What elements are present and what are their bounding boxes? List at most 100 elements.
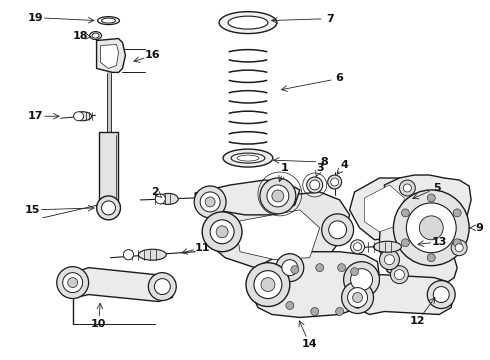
Circle shape [267, 185, 289, 207]
Text: 6: 6 [336, 73, 343, 84]
Text: 1: 1 [281, 163, 289, 173]
Circle shape [350, 240, 365, 254]
Circle shape [205, 197, 215, 207]
Circle shape [261, 278, 275, 292]
Circle shape [393, 190, 469, 266]
Circle shape [427, 194, 435, 202]
Text: 12: 12 [410, 316, 425, 327]
Circle shape [310, 180, 319, 190]
Circle shape [282, 260, 298, 276]
Text: 3: 3 [316, 163, 323, 173]
Circle shape [291, 266, 299, 274]
Circle shape [68, 278, 77, 288]
Text: 10: 10 [91, 319, 106, 329]
Circle shape [350, 269, 372, 291]
Circle shape [379, 250, 399, 270]
Circle shape [216, 226, 228, 238]
Ellipse shape [138, 249, 166, 260]
Circle shape [350, 268, 359, 276]
Circle shape [401, 239, 409, 247]
Polygon shape [365, 185, 404, 232]
Ellipse shape [223, 149, 273, 167]
Circle shape [97, 196, 121, 220]
Text: 7: 7 [326, 14, 334, 24]
Ellipse shape [158, 193, 178, 204]
Polygon shape [349, 178, 419, 240]
Ellipse shape [74, 112, 92, 121]
Ellipse shape [101, 18, 116, 23]
Circle shape [353, 293, 363, 302]
Circle shape [210, 220, 234, 244]
Polygon shape [100, 45, 119, 68]
Ellipse shape [231, 153, 265, 163]
Text: 2: 2 [151, 187, 159, 197]
Circle shape [328, 175, 342, 189]
Circle shape [453, 239, 461, 247]
Circle shape [276, 254, 304, 282]
Circle shape [427, 280, 455, 309]
Text: 11: 11 [195, 243, 210, 253]
Circle shape [453, 209, 461, 217]
Circle shape [399, 180, 416, 196]
Text: 16: 16 [145, 50, 160, 60]
Circle shape [260, 178, 296, 214]
Circle shape [286, 302, 294, 310]
Text: 15: 15 [25, 205, 41, 215]
Circle shape [419, 216, 443, 240]
Polygon shape [195, 180, 300, 215]
Ellipse shape [92, 33, 99, 38]
Circle shape [316, 264, 324, 272]
Polygon shape [98, 132, 119, 200]
Circle shape [354, 243, 362, 251]
Polygon shape [235, 210, 319, 260]
Circle shape [343, 262, 379, 298]
Circle shape [200, 192, 220, 212]
Ellipse shape [155, 194, 165, 204]
Text: 14: 14 [302, 339, 318, 349]
Polygon shape [61, 268, 175, 302]
Circle shape [347, 288, 368, 307]
Text: 4: 4 [341, 160, 348, 170]
Text: 13: 13 [432, 237, 447, 247]
Circle shape [101, 201, 116, 215]
Circle shape [311, 307, 319, 315]
Circle shape [455, 244, 463, 252]
Circle shape [272, 190, 284, 202]
Circle shape [394, 270, 404, 280]
Circle shape [123, 250, 133, 260]
Circle shape [401, 209, 409, 217]
Ellipse shape [228, 16, 268, 29]
Circle shape [391, 266, 408, 284]
Circle shape [194, 186, 226, 218]
Ellipse shape [74, 112, 84, 121]
Circle shape [338, 264, 345, 272]
Circle shape [342, 282, 373, 314]
Ellipse shape [373, 241, 401, 252]
Circle shape [331, 178, 339, 186]
Circle shape [202, 212, 242, 252]
Text: 5: 5 [434, 183, 441, 193]
Circle shape [403, 184, 412, 192]
Circle shape [336, 307, 343, 315]
Circle shape [427, 254, 435, 262]
Circle shape [254, 271, 282, 298]
Polygon shape [252, 252, 379, 318]
Circle shape [451, 240, 467, 256]
Circle shape [433, 287, 449, 302]
Circle shape [329, 221, 346, 239]
Text: 19: 19 [28, 13, 44, 23]
Text: 8: 8 [321, 157, 329, 167]
Circle shape [57, 267, 89, 298]
Polygon shape [379, 175, 471, 285]
Circle shape [307, 177, 323, 193]
Circle shape [148, 273, 176, 301]
Text: 9: 9 [475, 223, 483, 233]
Circle shape [154, 279, 171, 294]
Ellipse shape [123, 250, 133, 260]
Ellipse shape [90, 32, 101, 40]
Polygon shape [208, 192, 349, 272]
Circle shape [385, 255, 394, 265]
Circle shape [322, 214, 354, 246]
Circle shape [63, 273, 83, 293]
Ellipse shape [219, 12, 277, 33]
